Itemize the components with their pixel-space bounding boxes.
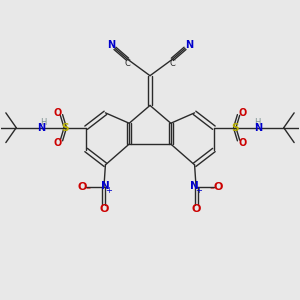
Text: N: N bbox=[254, 123, 262, 133]
Text: H: H bbox=[254, 118, 260, 127]
Text: C: C bbox=[169, 59, 175, 68]
Text: S: S bbox=[231, 123, 238, 133]
Text: O: O bbox=[53, 108, 61, 118]
Text: O: O bbox=[99, 204, 109, 214]
Text: +: + bbox=[196, 186, 202, 195]
Text: O: O bbox=[238, 138, 247, 148]
Text: O: O bbox=[213, 182, 223, 192]
Text: N: N bbox=[101, 181, 110, 191]
Text: ⁻: ⁻ bbox=[85, 186, 90, 196]
Text: O: O bbox=[191, 204, 201, 214]
Text: H: H bbox=[40, 118, 46, 127]
Text: N: N bbox=[38, 123, 46, 133]
Text: +: + bbox=[105, 186, 112, 195]
Text: N: N bbox=[190, 181, 199, 191]
Text: O: O bbox=[77, 182, 87, 192]
Text: S: S bbox=[61, 123, 69, 133]
Text: ⁻: ⁻ bbox=[210, 186, 215, 196]
Text: N: N bbox=[185, 40, 193, 50]
Text: N: N bbox=[107, 40, 115, 50]
Text: O: O bbox=[238, 108, 247, 118]
Text: C: C bbox=[125, 59, 130, 68]
Text: O: O bbox=[53, 138, 61, 148]
